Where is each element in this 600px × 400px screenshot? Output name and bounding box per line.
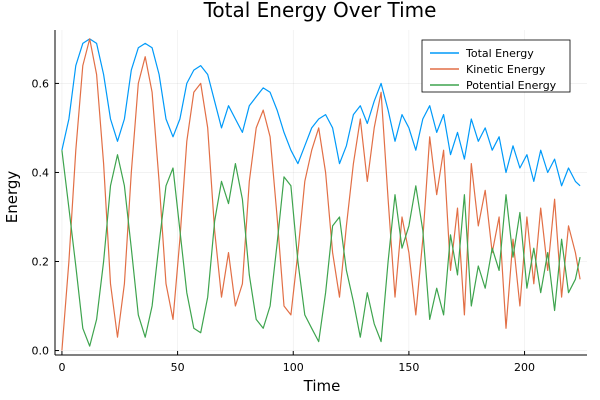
y-tick-label: 0.6: [32, 77, 50, 90]
x-tick-label: 100: [283, 361, 304, 374]
legend-label: Total Energy: [465, 47, 534, 60]
series-line-kinetic-energy: [61, 38, 581, 351]
y-tick-label: 0.0: [32, 345, 50, 358]
series-line-potential-energy: [61, 150, 581, 347]
legend-label: Potential Energy: [466, 79, 557, 92]
legend-box: [421, 39, 571, 93]
y-tick-label: 0.4: [32, 166, 50, 179]
series-lines: [61, 38, 581, 351]
y-axis-title: Energy: [3, 171, 21, 224]
x-tick-label: 200: [514, 361, 535, 374]
y-tick-label: 0.2: [32, 256, 50, 269]
legend: Total Energy Kinetic Energy Potential Ener…: [421, 39, 571, 93]
series-line-total-energy: [61, 38, 581, 187]
chart-title: Total Energy Over Time: [203, 0, 437, 22]
legend-label: Kinetic Energy: [466, 63, 546, 76]
x-tick-label: 50: [171, 361, 185, 374]
x-axis-title: Time: [303, 377, 341, 395]
x-tick-label: 150: [398, 361, 419, 374]
axes: 0 50 100 150 200 0.0 0.2 0.4 0.6: [32, 30, 587, 374]
x-tick-label: 0: [58, 361, 65, 374]
